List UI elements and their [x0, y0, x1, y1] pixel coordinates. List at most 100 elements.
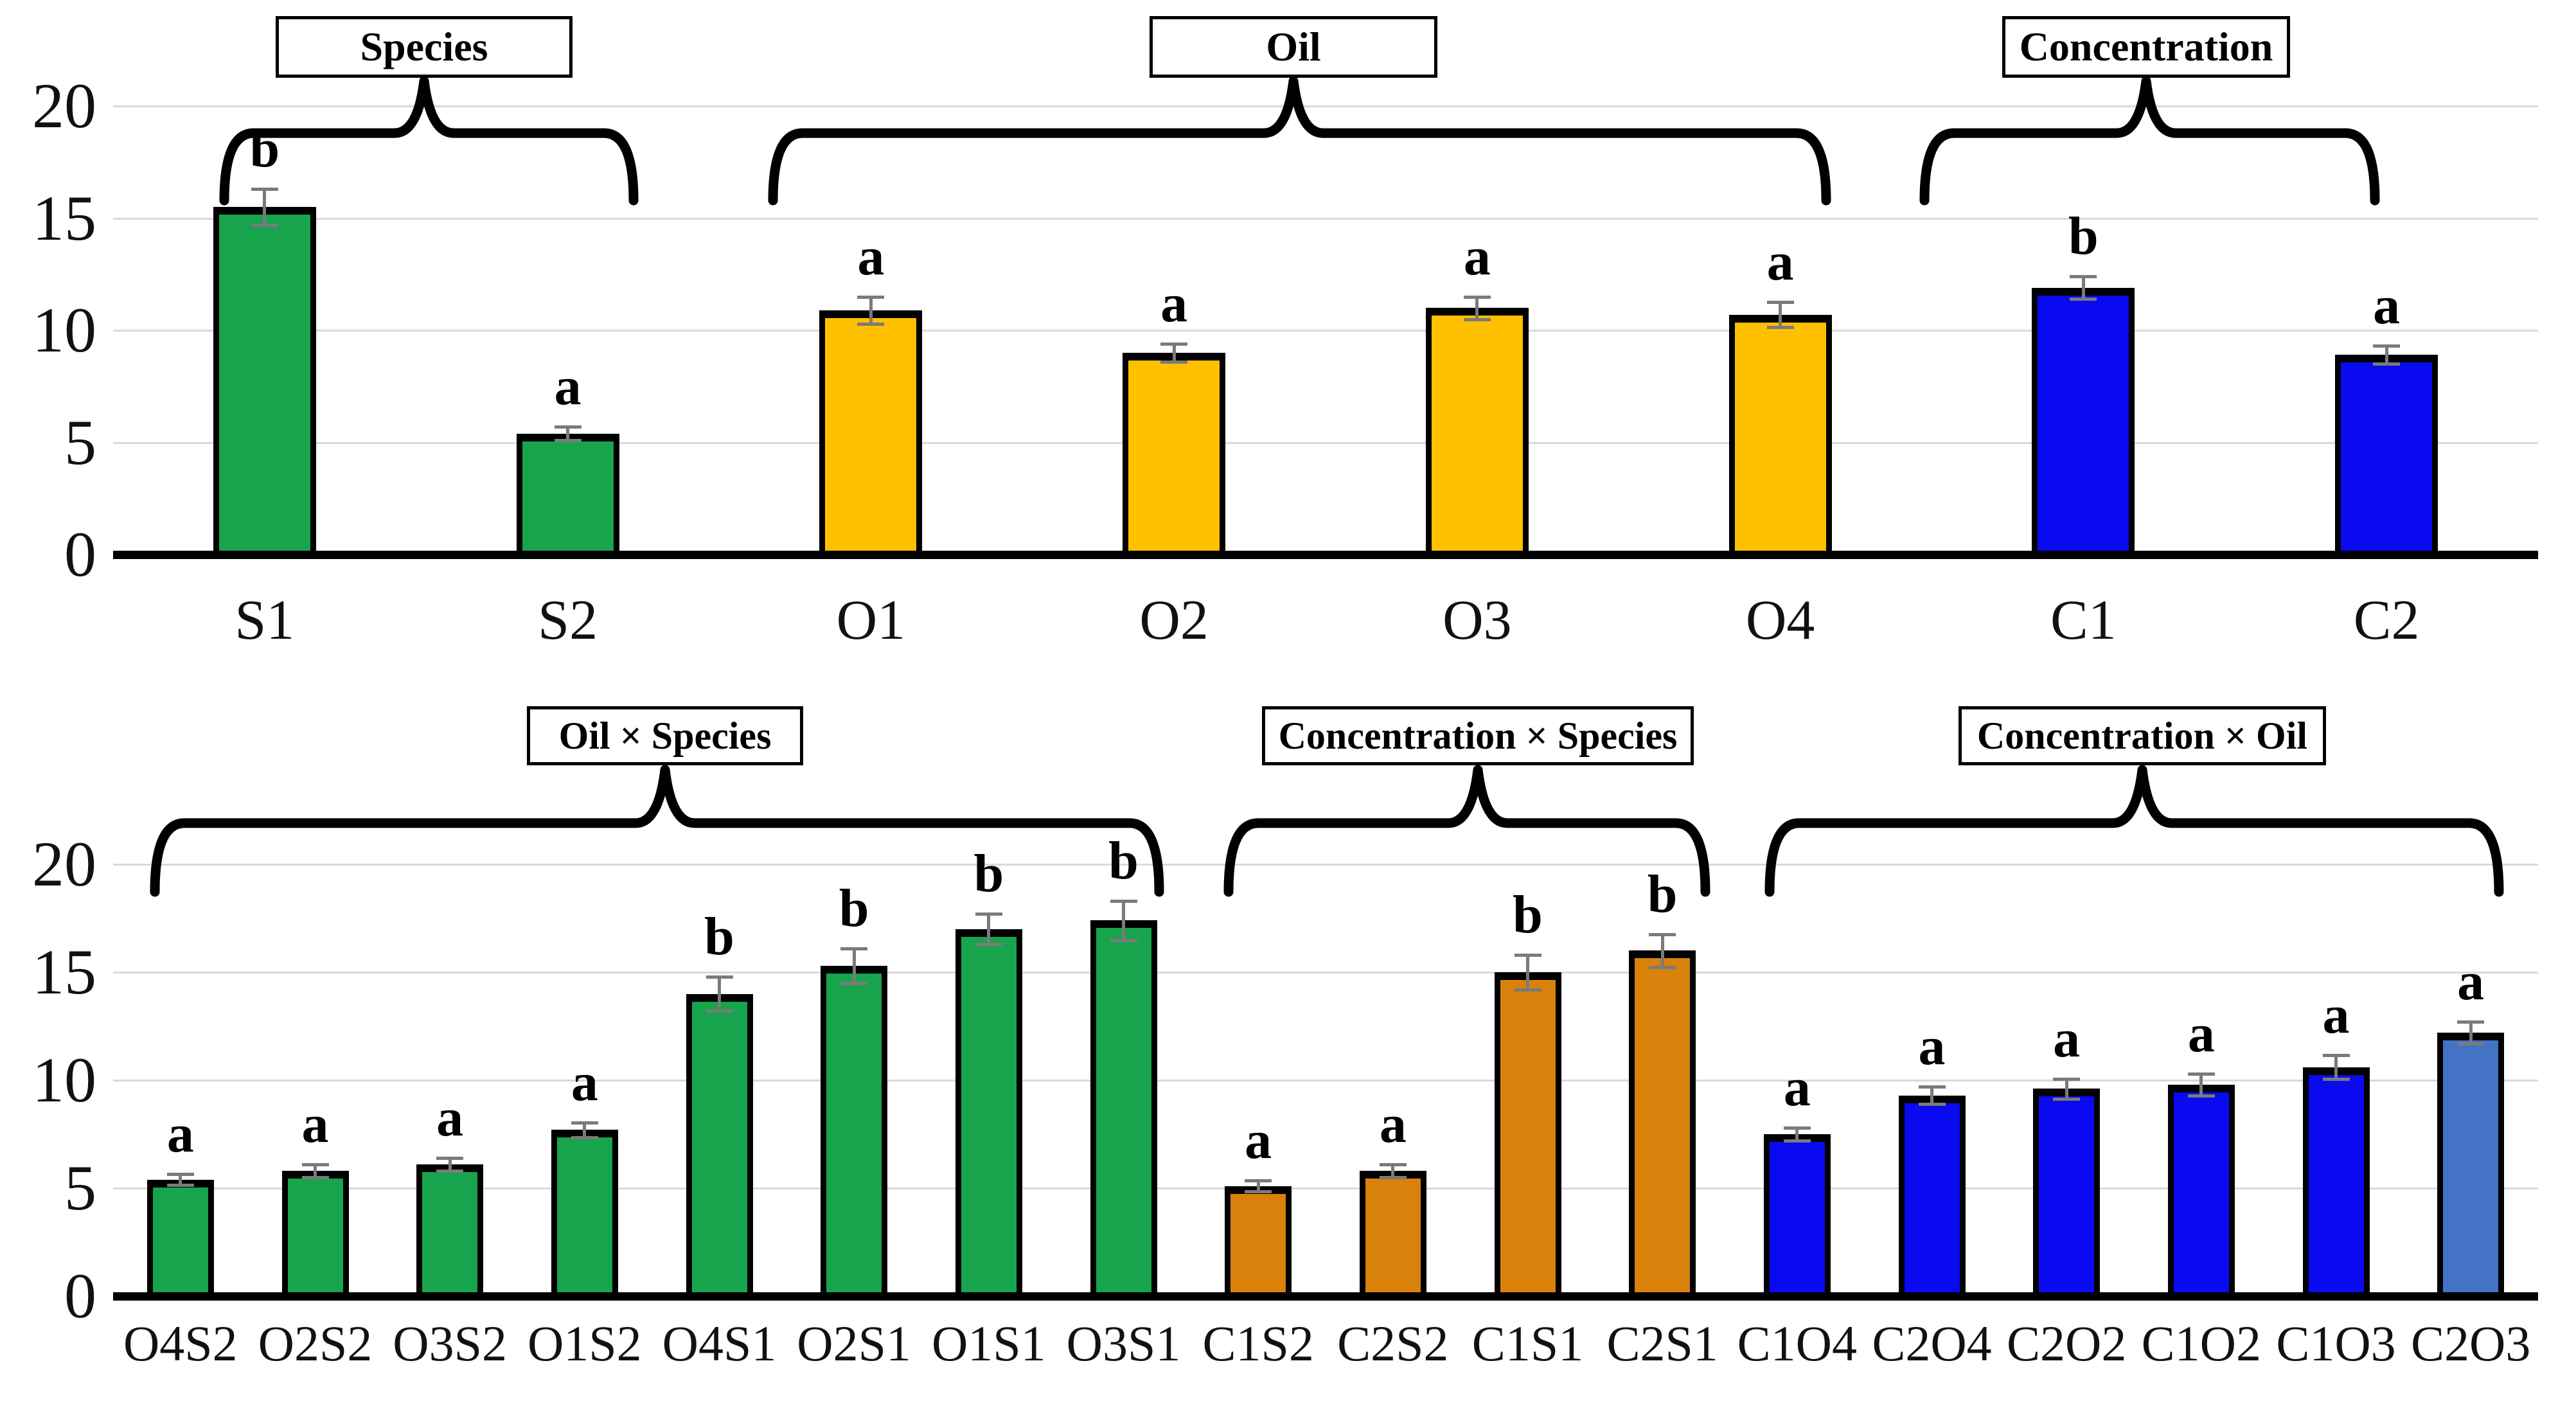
significance-letter: a [1918, 1017, 1946, 1077]
significance-letter: b [1647, 864, 1678, 925]
error-bar-bottom-cap [1379, 1176, 1407, 1180]
bar-C2 [2335, 355, 2438, 558]
error-bar-bottom-cap [1463, 317, 1491, 321]
error-bar-top-cap [1783, 1126, 1811, 1130]
x-axis-category-label: O2S1 [797, 1315, 912, 1371]
group-header-concentration: Concentration [2002, 16, 2290, 78]
error-bar [1172, 343, 1176, 362]
x-axis-category-label: C1O4 [1737, 1315, 1857, 1371]
error-bar-bottom-cap [1110, 938, 1137, 942]
error-bar-top-cap [166, 1173, 194, 1177]
error-bar-top-cap [1245, 1179, 1272, 1183]
error-bar [1526, 955, 1529, 990]
bar-O1 [819, 310, 923, 558]
x-axis-category-label: O4S1 [662, 1315, 777, 1371]
group-brace [1764, 765, 2504, 897]
error-bar [566, 427, 570, 440]
error-bar-top-cap [1379, 1163, 1407, 1167]
group-header-concentration-species: Concentration × Species [1262, 706, 1694, 765]
significance-letter: b [839, 878, 869, 939]
bar-C2S1 [1629, 950, 1696, 1300]
x-axis-category-label: S1 [235, 589, 295, 652]
group-header-concentration-oil: Concentration × Oil [1959, 706, 2326, 765]
group-brace-path [219, 76, 639, 206]
group-brace-path [1764, 765, 2504, 897]
error-bar-bottom-cap [1514, 988, 1541, 992]
group-brace-path [1919, 76, 2380, 206]
x-axis-line [113, 1292, 2538, 1301]
x-axis-category-label: C1O3 [2276, 1315, 2396, 1371]
x-axis-category-label: C1O2 [2141, 1315, 2261, 1371]
x-axis-line [113, 551, 2538, 559]
significance-letter: a [2322, 985, 2350, 1046]
error-bar [1475, 296, 1479, 319]
group-brace [150, 765, 1164, 897]
x-axis-category-label: C2S2 [1337, 1315, 1449, 1371]
error-bar [869, 296, 873, 324]
error-bar [1122, 901, 1125, 940]
error-bar-bottom-cap [2373, 362, 2401, 366]
bar-O4S2 [147, 1179, 214, 1300]
x-axis-category-label: O1S1 [931, 1315, 1046, 1371]
x-axis-category-label: C1S2 [1202, 1315, 1314, 1371]
group-header-species: Species [276, 16, 573, 78]
x-axis-category-label: C2O3 [2410, 1315, 2531, 1371]
significance-letter: a [1379, 1094, 1407, 1155]
error-bar-top-cap [301, 1163, 329, 1167]
error-bar [718, 976, 721, 1011]
significance-letter: a [857, 226, 885, 287]
group-brace-path [1223, 765, 1710, 897]
gridline [113, 105, 2538, 107]
significance-letter: a [571, 1052, 598, 1112]
error-bar-bottom-cap [1766, 325, 1794, 329]
significance-letter: a [1160, 273, 1188, 334]
bar-C1S1 [1494, 972, 1561, 1300]
x-axis-category-label: C2S1 [1606, 1315, 1718, 1371]
y-axis-tick-label: 0 [64, 1260, 96, 1331]
bar-C2S2 [1359, 1171, 1426, 1300]
error-bar-bottom-cap [571, 1136, 598, 1140]
y-axis-tick-label: 10 [32, 1044, 96, 1116]
bar-C2O3 [2437, 1033, 2505, 1300]
bar-O2 [1123, 352, 1226, 558]
bar-S1 [213, 207, 316, 558]
x-axis-category-label: C1S1 [1471, 1315, 1584, 1371]
significance-letter: a [436, 1087, 464, 1148]
significance-letter: a [301, 1094, 329, 1155]
error-bar-bottom-cap [166, 1183, 194, 1187]
significance-letter: b [1108, 831, 1139, 891]
error-bar [1391, 1164, 1395, 1178]
error-bar-top-cap [1514, 954, 1541, 957]
x-axis-category-label: O3 [1443, 589, 1512, 652]
error-bar [2334, 1055, 2338, 1080]
bar-C1 [2032, 287, 2135, 558]
y-axis-tick-label: 15 [32, 936, 96, 1008]
y-axis-tick-label: 0 [64, 519, 96, 590]
y-axis-tick-label: 5 [64, 1152, 96, 1224]
error-bar-bottom-cap [1918, 1102, 1946, 1106]
error-bar-top-cap [706, 975, 733, 979]
error-bar-bottom-cap [2070, 298, 2097, 301]
significance-letter: a [1245, 1110, 1272, 1171]
error-bar [263, 189, 267, 225]
y-axis-tick-label: 10 [32, 294, 96, 366]
x-axis-category-label: O3S2 [393, 1315, 508, 1371]
significance-letter: a [2373, 276, 2401, 336]
significance-letter: a [2457, 952, 2485, 1012]
error-bar-top-cap [1766, 301, 1794, 305]
group-brace [219, 76, 639, 206]
significance-letter: b [704, 906, 734, 966]
error-bar [179, 1174, 182, 1185]
error-bar-bottom-cap [1160, 360, 1188, 364]
error-bar [1930, 1087, 1933, 1104]
error-bar-bottom-cap [301, 1176, 329, 1180]
error-bar-bottom-cap [2322, 1078, 2350, 1081]
error-bar-top-cap [2322, 1054, 2350, 1058]
error-bar-bottom-cap [1783, 1139, 1811, 1143]
error-bar-bottom-cap [1649, 965, 1676, 969]
group-brace [1919, 76, 2380, 206]
error-bar-bottom-cap [2187, 1094, 2215, 1098]
error-bar [448, 1157, 452, 1171]
significance-letter: a [2053, 1009, 2081, 1069]
error-bar-top-cap [857, 295, 885, 299]
